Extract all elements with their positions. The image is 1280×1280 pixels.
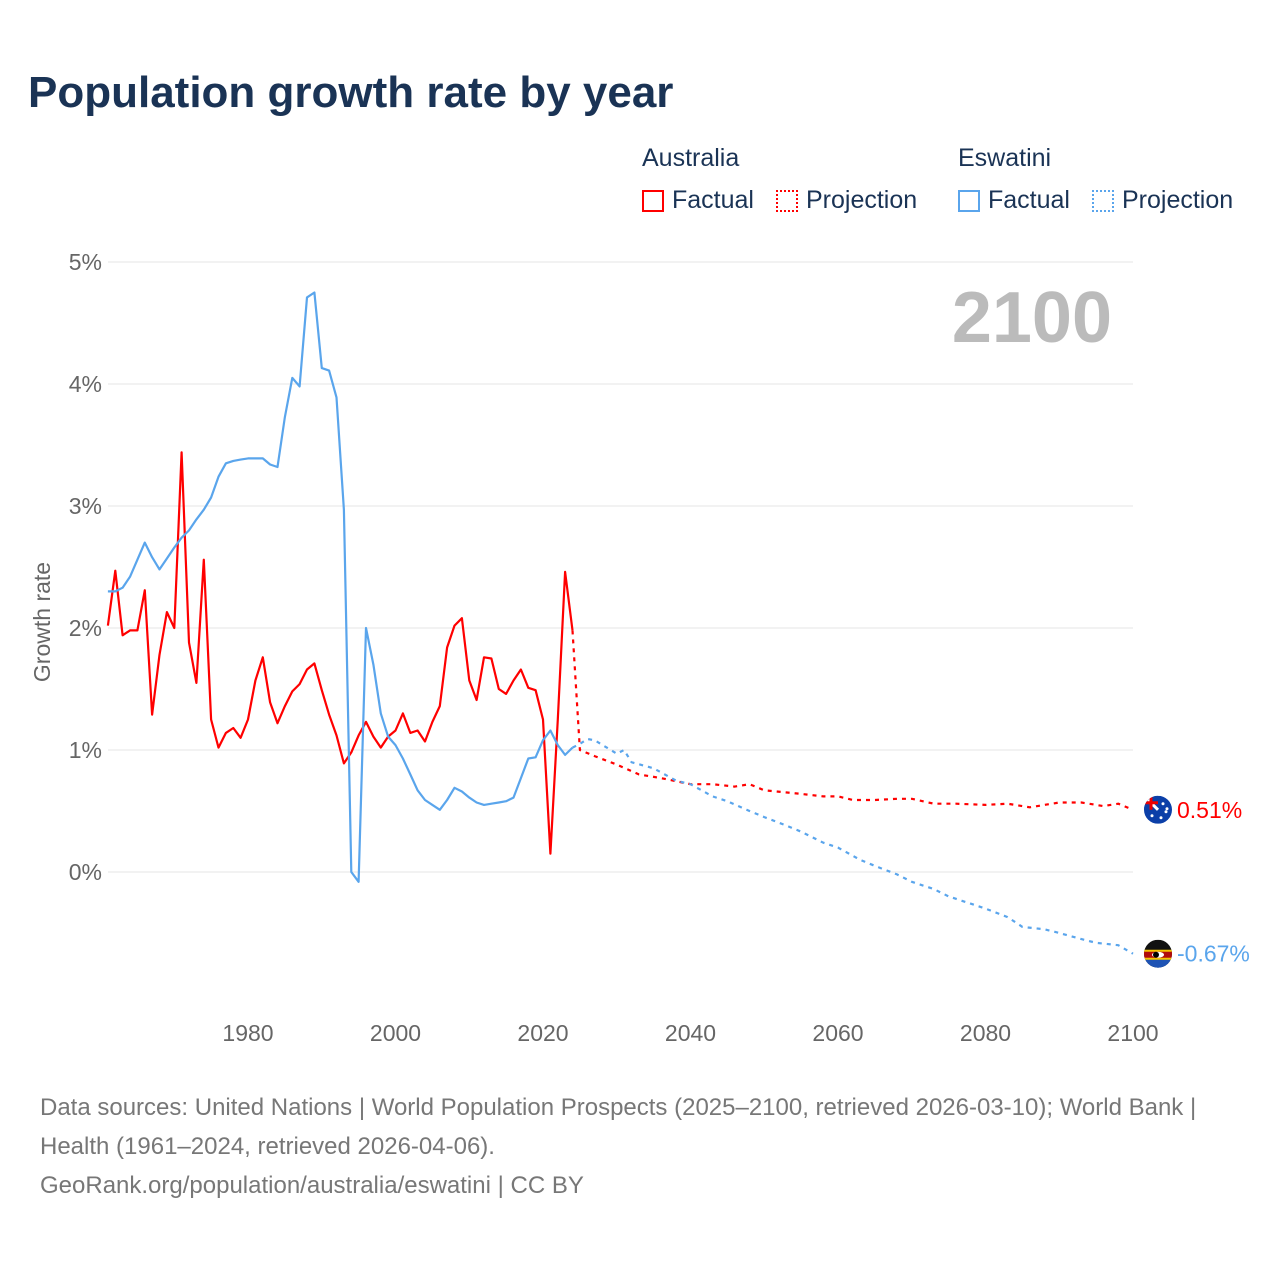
legend-swatch-solid (958, 189, 980, 212)
x-tick-label: 2020 (517, 1020, 568, 1046)
source-line: Data sources: United Nations | World Pop… (40, 1094, 1197, 1160)
source-note: Data sources: United Nations | World Pop… (40, 1088, 1240, 1205)
australia-factual-line (106, 451, 574, 855)
australia-flag-icon (1144, 795, 1172, 824)
legend-label: Factual (672, 186, 754, 214)
y-tick-label: 5% (69, 249, 102, 275)
legend-swatch-dotted (776, 189, 798, 212)
x-tick-label: 2080 (960, 1020, 1011, 1046)
legend-group-australia: Australia (642, 144, 740, 172)
end-markers: 0.51% -0.67% (1144, 795, 1250, 968)
eswatini-flag-icon (1144, 939, 1172, 968)
y-tick-label: 1% (69, 737, 102, 763)
legend-group-eswatini: Eswatini (958, 144, 1052, 172)
x-tick-label: 2060 (812, 1020, 863, 1046)
legend-eswatini-projection[interactable]: Projection (1092, 186, 1233, 215)
gridlines: 0% 1% 2% 3% 4% 5% 1980 2000 2020 2040 2060 2080 2100 (69, 249, 1159, 1046)
x-tick-label: 1980 (222, 1020, 273, 1046)
y-tick-label: 0% (69, 859, 102, 885)
legend-label: Factual (988, 186, 1070, 214)
y-tick-label: 2% (69, 615, 102, 641)
eswatini-end-value: -0.67% (1177, 941, 1250, 967)
x-tick-label: 2100 (1107, 1020, 1158, 1046)
legend-swatch-solid (642, 189, 664, 212)
chart-title: Population growth rate by year (28, 68, 674, 117)
series-lines (106, 291, 1134, 955)
legend-australia-factual[interactable]: Factual (642, 186, 754, 215)
legend-label: Projection (806, 186, 918, 214)
eswatini-factual-line (107, 291, 574, 883)
eswatini-projection-line (572, 737, 1134, 955)
x-tick-label: 2040 (665, 1020, 716, 1046)
line-chart: 0% 1% 2% 3% 4% 5% 1980 2000 2020 2040 2060 2080 2100… (29, 249, 1250, 1046)
source-link[interactable]: GeoRank.org/population/australia/eswatin… (40, 1172, 584, 1199)
australia-end-value: 0.51% (1177, 797, 1242, 823)
australia-projection-line (571, 630, 1134, 811)
y-tick-label: 4% (69, 371, 102, 397)
legend-australia-projection[interactable]: Projection (776, 186, 917, 215)
y-tick-label: 3% (69, 493, 102, 519)
legend-label: Projection (1122, 186, 1234, 214)
y-axis-label: Growth rate (29, 562, 55, 682)
legend-eswatini-factual[interactable]: Factual (958, 186, 1070, 215)
x-tick-label: 2000 (370, 1020, 421, 1046)
legend-swatch-dotted (1092, 189, 1114, 212)
year-watermark: 2100 (952, 278, 1112, 358)
